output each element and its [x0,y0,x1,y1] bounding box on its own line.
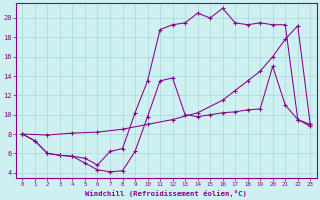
X-axis label: Windchill (Refroidissement éolien,°C): Windchill (Refroidissement éolien,°C) [85,190,247,197]
